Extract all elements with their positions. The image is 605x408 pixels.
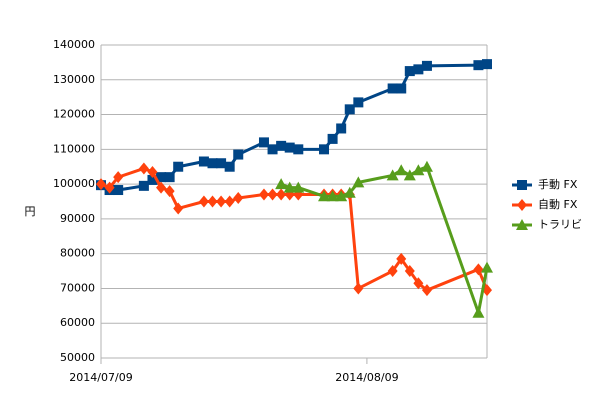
marker bbox=[216, 195, 227, 208]
marker bbox=[233, 149, 244, 160]
marker bbox=[173, 202, 184, 215]
marker bbox=[138, 180, 149, 191]
marker bbox=[198, 156, 209, 167]
marker bbox=[283, 181, 296, 193]
marker bbox=[336, 123, 347, 134]
y-tick-label: 60000 bbox=[60, 316, 95, 329]
marker bbox=[164, 185, 175, 198]
marker bbox=[421, 60, 432, 71]
marker bbox=[404, 265, 415, 278]
y-tick-label: 90000 bbox=[60, 212, 95, 225]
marker bbox=[516, 219, 528, 230]
marker bbox=[335, 190, 348, 202]
marker bbox=[517, 180, 527, 190]
marker bbox=[276, 188, 287, 201]
y-axis-label: 円 bbox=[25, 205, 36, 218]
marker bbox=[156, 172, 167, 183]
y-tick-label: 80000 bbox=[60, 247, 95, 260]
marker bbox=[482, 59, 492, 70]
marker bbox=[352, 176, 365, 188]
marker bbox=[420, 160, 433, 172]
legend-label: 自動 FX bbox=[538, 197, 578, 211]
marker bbox=[413, 277, 424, 290]
marker bbox=[386, 169, 399, 181]
marker bbox=[481, 261, 493, 273]
marker bbox=[327, 133, 338, 144]
marker bbox=[293, 144, 304, 155]
marker bbox=[404, 66, 415, 77]
y-tick-label: 50000 bbox=[60, 351, 95, 364]
marker bbox=[292, 181, 305, 193]
marker bbox=[173, 161, 184, 172]
marker bbox=[164, 172, 175, 183]
marker bbox=[233, 192, 244, 205]
marker bbox=[344, 104, 355, 115]
y-tick-label: 70000 bbox=[60, 281, 95, 294]
marker bbox=[396, 83, 407, 94]
y-tick-label: 140000 bbox=[53, 38, 95, 51]
x-tick-label: 2014/07/09 bbox=[69, 371, 132, 384]
marker bbox=[473, 60, 484, 71]
y-tick-label: 110000 bbox=[53, 142, 95, 155]
y-tick-label: 130000 bbox=[53, 73, 95, 86]
marker bbox=[207, 158, 218, 169]
y-tick-label: 100000 bbox=[53, 177, 95, 190]
marker bbox=[472, 306, 485, 318]
marker bbox=[353, 282, 364, 295]
marker bbox=[207, 195, 218, 208]
marker bbox=[318, 190, 331, 202]
marker bbox=[387, 83, 398, 94]
marker bbox=[138, 162, 149, 175]
marker bbox=[258, 188, 269, 201]
marker bbox=[216, 158, 227, 169]
marker bbox=[395, 164, 408, 176]
marker bbox=[326, 190, 339, 202]
marker bbox=[319, 144, 330, 155]
series-line bbox=[280, 165, 489, 315]
y-tick-label: 120000 bbox=[53, 108, 95, 121]
marker bbox=[275, 178, 288, 190]
marker bbox=[147, 165, 158, 178]
marker bbox=[473, 263, 484, 276]
marker bbox=[276, 140, 287, 151]
marker bbox=[413, 64, 424, 75]
marker bbox=[198, 195, 209, 208]
marker bbox=[113, 171, 124, 184]
legend-label: トラリビ bbox=[538, 218, 582, 231]
marker bbox=[258, 137, 269, 148]
marker bbox=[267, 144, 278, 155]
marker bbox=[412, 164, 425, 176]
marker bbox=[156, 181, 167, 194]
marker bbox=[113, 185, 124, 196]
marker bbox=[387, 265, 398, 278]
marker bbox=[224, 195, 235, 208]
legend-label: 手動 FX bbox=[538, 177, 578, 191]
marker bbox=[147, 174, 158, 185]
x-tick-label: 2014/08/09 bbox=[335, 371, 398, 384]
marker bbox=[403, 169, 416, 181]
marker bbox=[353, 97, 364, 108]
marker bbox=[104, 181, 115, 194]
marker bbox=[396, 252, 407, 265]
marker bbox=[224, 161, 235, 172]
marker bbox=[284, 142, 295, 153]
marker bbox=[96, 178, 106, 191]
marker bbox=[343, 186, 356, 198]
marker bbox=[517, 199, 527, 211]
marker bbox=[267, 188, 278, 201]
marker bbox=[421, 284, 432, 297]
